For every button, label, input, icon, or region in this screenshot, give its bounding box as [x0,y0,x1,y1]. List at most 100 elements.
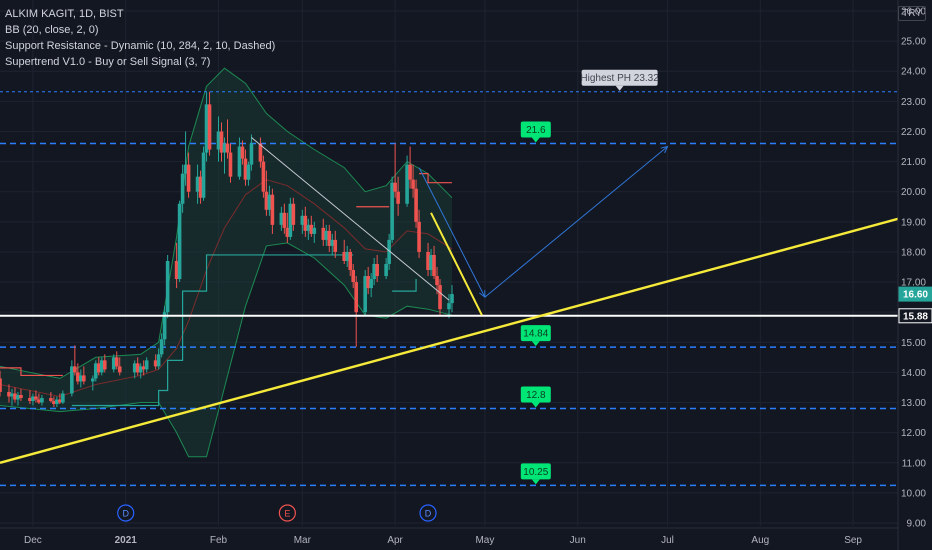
candle [285,212,290,243]
candle-body [300,215,305,225]
candle [309,215,314,237]
candle-body [333,239,338,252]
candle [432,245,436,280]
candle-body [198,176,203,198]
bb-fill [0,68,452,457]
candle-body [7,391,11,397]
candle [240,140,245,165]
candle-body [408,164,412,180]
candle-body [429,254,433,271]
candle-body [354,282,359,313]
candle [384,257,388,280]
candle-body [156,354,161,367]
indicator-supertrend[interactable]: Supertrend V1.0 - Buy or Sell Signal (3,… [5,56,211,68]
candle-body [393,182,397,192]
candle-body [288,203,293,237]
candle-body [417,221,421,252]
candle-body [177,203,182,280]
candle-body [183,164,188,174]
candle-body [306,224,311,231]
price-label-box [898,308,932,324]
candle [429,248,433,277]
candle [141,360,146,376]
price-label: 16.60 [898,286,932,302]
y-tick-label: 26.00 [901,7,926,18]
currency-badge[interactable]: TRY [898,6,926,21]
candle [7,384,11,403]
candle [31,393,35,406]
trend-lines[interactable] [0,137,899,464]
x-tick-label: Aug [751,535,769,546]
y-tick-label: 18.00 [901,247,926,258]
level-label: 10.25 [520,463,551,485]
candle-body [267,194,272,210]
indicator-support-resistance[interactable]: Support Resistance - Dynamic (10, 284, 2… [5,40,276,52]
candle [177,200,182,283]
candle-body [435,276,439,286]
candle [228,143,233,183]
candle-body [282,212,287,228]
candle-body [366,276,370,289]
candle [414,179,418,228]
candle-body [102,360,107,370]
candle-body [351,270,356,283]
supertrend [0,173,452,407]
candle-body [405,164,409,204]
x-tick-label: Feb [210,535,228,546]
blue-up-leg [484,146,668,298]
event-marker: D [117,504,135,522]
symbol-title[interactable]: ALKIM KAGIT, 1D, BIST [5,8,124,20]
candle-body [82,375,86,382]
x-tick-label: Jun [570,535,586,546]
candle [267,185,272,216]
candle-body [396,191,400,204]
level-label-box [520,325,551,342]
level-label-box [520,386,551,403]
candle-body [348,251,353,271]
candle-body [13,393,17,400]
candle [291,197,296,231]
event-marker-label: D [122,509,129,519]
candle [61,390,65,405]
level-label: 14.84 [520,325,551,347]
indicator-bb[interactable]: BB (20, close, 2, 0) [5,24,99,36]
candle [333,230,338,258]
yellow-uptrend [0,217,899,464]
level-label-text: 21.6 [526,125,546,136]
candle [411,164,415,198]
price-label-box [898,286,932,302]
candle [426,242,430,277]
candle-body [450,294,454,304]
candle [225,119,230,159]
event-marker-circle [419,504,437,522]
candle [144,357,149,373]
candle [237,137,242,180]
candle [10,388,14,406]
candle [372,257,376,286]
candle-body [240,146,245,159]
candle [303,206,308,237]
candle [282,203,287,234]
candle [219,122,224,162]
level-labels: Highest PH 23.32 21.6 14.84 12.8 10.25 D E D [117,69,659,522]
candle-body [141,366,146,370]
candle [132,360,137,379]
level-label-pointer [531,137,540,143]
y-tick-label: 24.00 [901,67,926,78]
candle-body [345,251,350,261]
price-label: 15.88 [898,308,932,324]
supertrend-segment [392,279,417,292]
candle-body [372,263,376,280]
candle [76,363,80,385]
candle-body [309,224,314,234]
candle-body [28,398,32,402]
candle-body [207,104,212,150]
candle [153,354,158,370]
candle-body [10,393,14,397]
candle-body [58,399,62,403]
event-marker-circle [117,504,135,522]
candle [90,375,95,391]
